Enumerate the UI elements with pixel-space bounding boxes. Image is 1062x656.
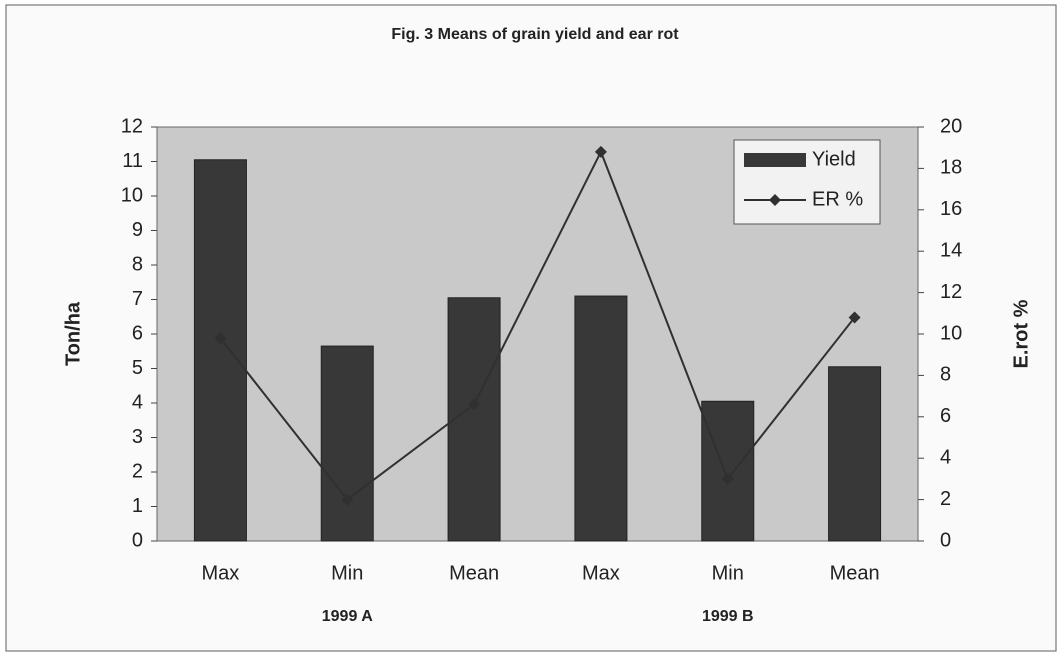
y2-tick-label: 2 — [940, 488, 951, 510]
y-tick-label: 8 — [132, 253, 143, 275]
bar — [320, 345, 374, 542]
legend-marker — [769, 194, 781, 206]
y-tick-label: 0 — [132, 529, 143, 551]
bar — [574, 295, 628, 542]
group-label: 1999 B — [702, 608, 754, 625]
legend-swatch — [744, 153, 806, 167]
x-tick-label: Min — [331, 562, 363, 584]
legend-label: Yield — [812, 148, 856, 170]
legend-label: ER % — [812, 188, 863, 210]
x-tick-label: Mean — [449, 562, 499, 584]
y2-tick-label: 16 — [940, 198, 962, 220]
group-label: 1999 A — [322, 608, 373, 625]
marker — [341, 493, 354, 506]
y-tick-label: 4 — [132, 391, 143, 413]
y-tick-label: 7 — [132, 288, 143, 310]
x-tick-label: Mean — [830, 562, 880, 584]
y-tick-label: 10 — [121, 184, 143, 206]
marker — [214, 332, 227, 345]
y2-tick-label: 10 — [940, 322, 962, 344]
y-tick-label: 11 — [122, 150, 143, 172]
y2-tick-label: 12 — [940, 281, 962, 303]
bar — [193, 159, 247, 542]
x-tick-label: Max — [202, 562, 240, 584]
y2-axis-label: E.rot % — [1010, 299, 1032, 368]
x-tick-label: Max — [582, 562, 620, 584]
y2-tick-label: 6 — [940, 405, 951, 427]
y-tick-label: 1 — [132, 495, 143, 517]
legend — [733, 139, 881, 225]
y2-tick-label: 4 — [940, 446, 951, 468]
y-tick-label: 2 — [132, 460, 143, 482]
y-tick-label: 12 — [121, 115, 143, 137]
chart-title: Fig. 3 Means of grain yield and ear rot — [391, 26, 679, 43]
bar — [828, 366, 882, 542]
bar — [701, 400, 755, 542]
y-tick-label: 5 — [132, 357, 143, 379]
marker — [848, 311, 861, 324]
y-tick-label: 6 — [132, 322, 143, 344]
y2-tick-label: 18 — [940, 157, 962, 179]
marker — [468, 398, 481, 411]
bar — [447, 297, 501, 542]
x-tick-label: Min — [712, 562, 744, 584]
marker — [594, 145, 607, 158]
y-axis-label: Ton/ha — [62, 301, 84, 366]
marker — [721, 472, 734, 485]
y2-tick-label: 14 — [940, 239, 962, 261]
y-tick-label: 3 — [132, 426, 143, 448]
y2-tick-label: 8 — [940, 364, 951, 386]
line — [219, 149, 856, 501]
y2-tick-label: 0 — [940, 529, 951, 551]
y-tick-label: 9 — [132, 219, 143, 241]
y2-tick-label: 20 — [940, 115, 962, 137]
